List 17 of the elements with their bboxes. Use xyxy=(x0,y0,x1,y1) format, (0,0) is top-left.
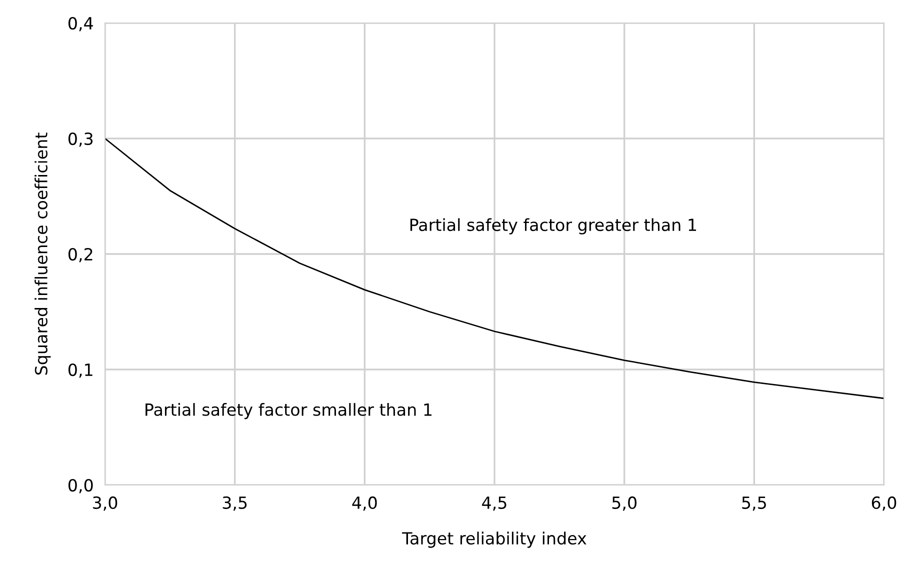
annotation: Partial safety factor smaller than 1 xyxy=(146,403,432,420)
x-tick-label: 3,5 xyxy=(222,496,247,511)
line-series xyxy=(105,138,884,400)
x-tick-label: 5,5 xyxy=(742,496,766,511)
y-tick-label: 0,1 xyxy=(68,363,92,378)
y-tick-label: 0,2 xyxy=(68,248,92,262)
y-tick-label: 0,0 xyxy=(68,478,93,494)
y-tick-label: 0,3 xyxy=(68,132,93,147)
annotation: Partial safety factor greater than 1 xyxy=(410,218,696,234)
x-tick-label: 3,0 xyxy=(93,496,118,511)
x-tick-label: 4,0 xyxy=(352,496,377,511)
x-tick-label: 6,0 xyxy=(872,496,896,511)
x-tick-label: 4,5 xyxy=(482,496,506,511)
x-tick-label: 5,0 xyxy=(612,496,636,511)
y-tick-label: 0,4 xyxy=(68,16,93,32)
x-axis-title: Target reliability index xyxy=(402,532,586,548)
y-axis-title: Squared influence coefficient xyxy=(34,132,51,375)
